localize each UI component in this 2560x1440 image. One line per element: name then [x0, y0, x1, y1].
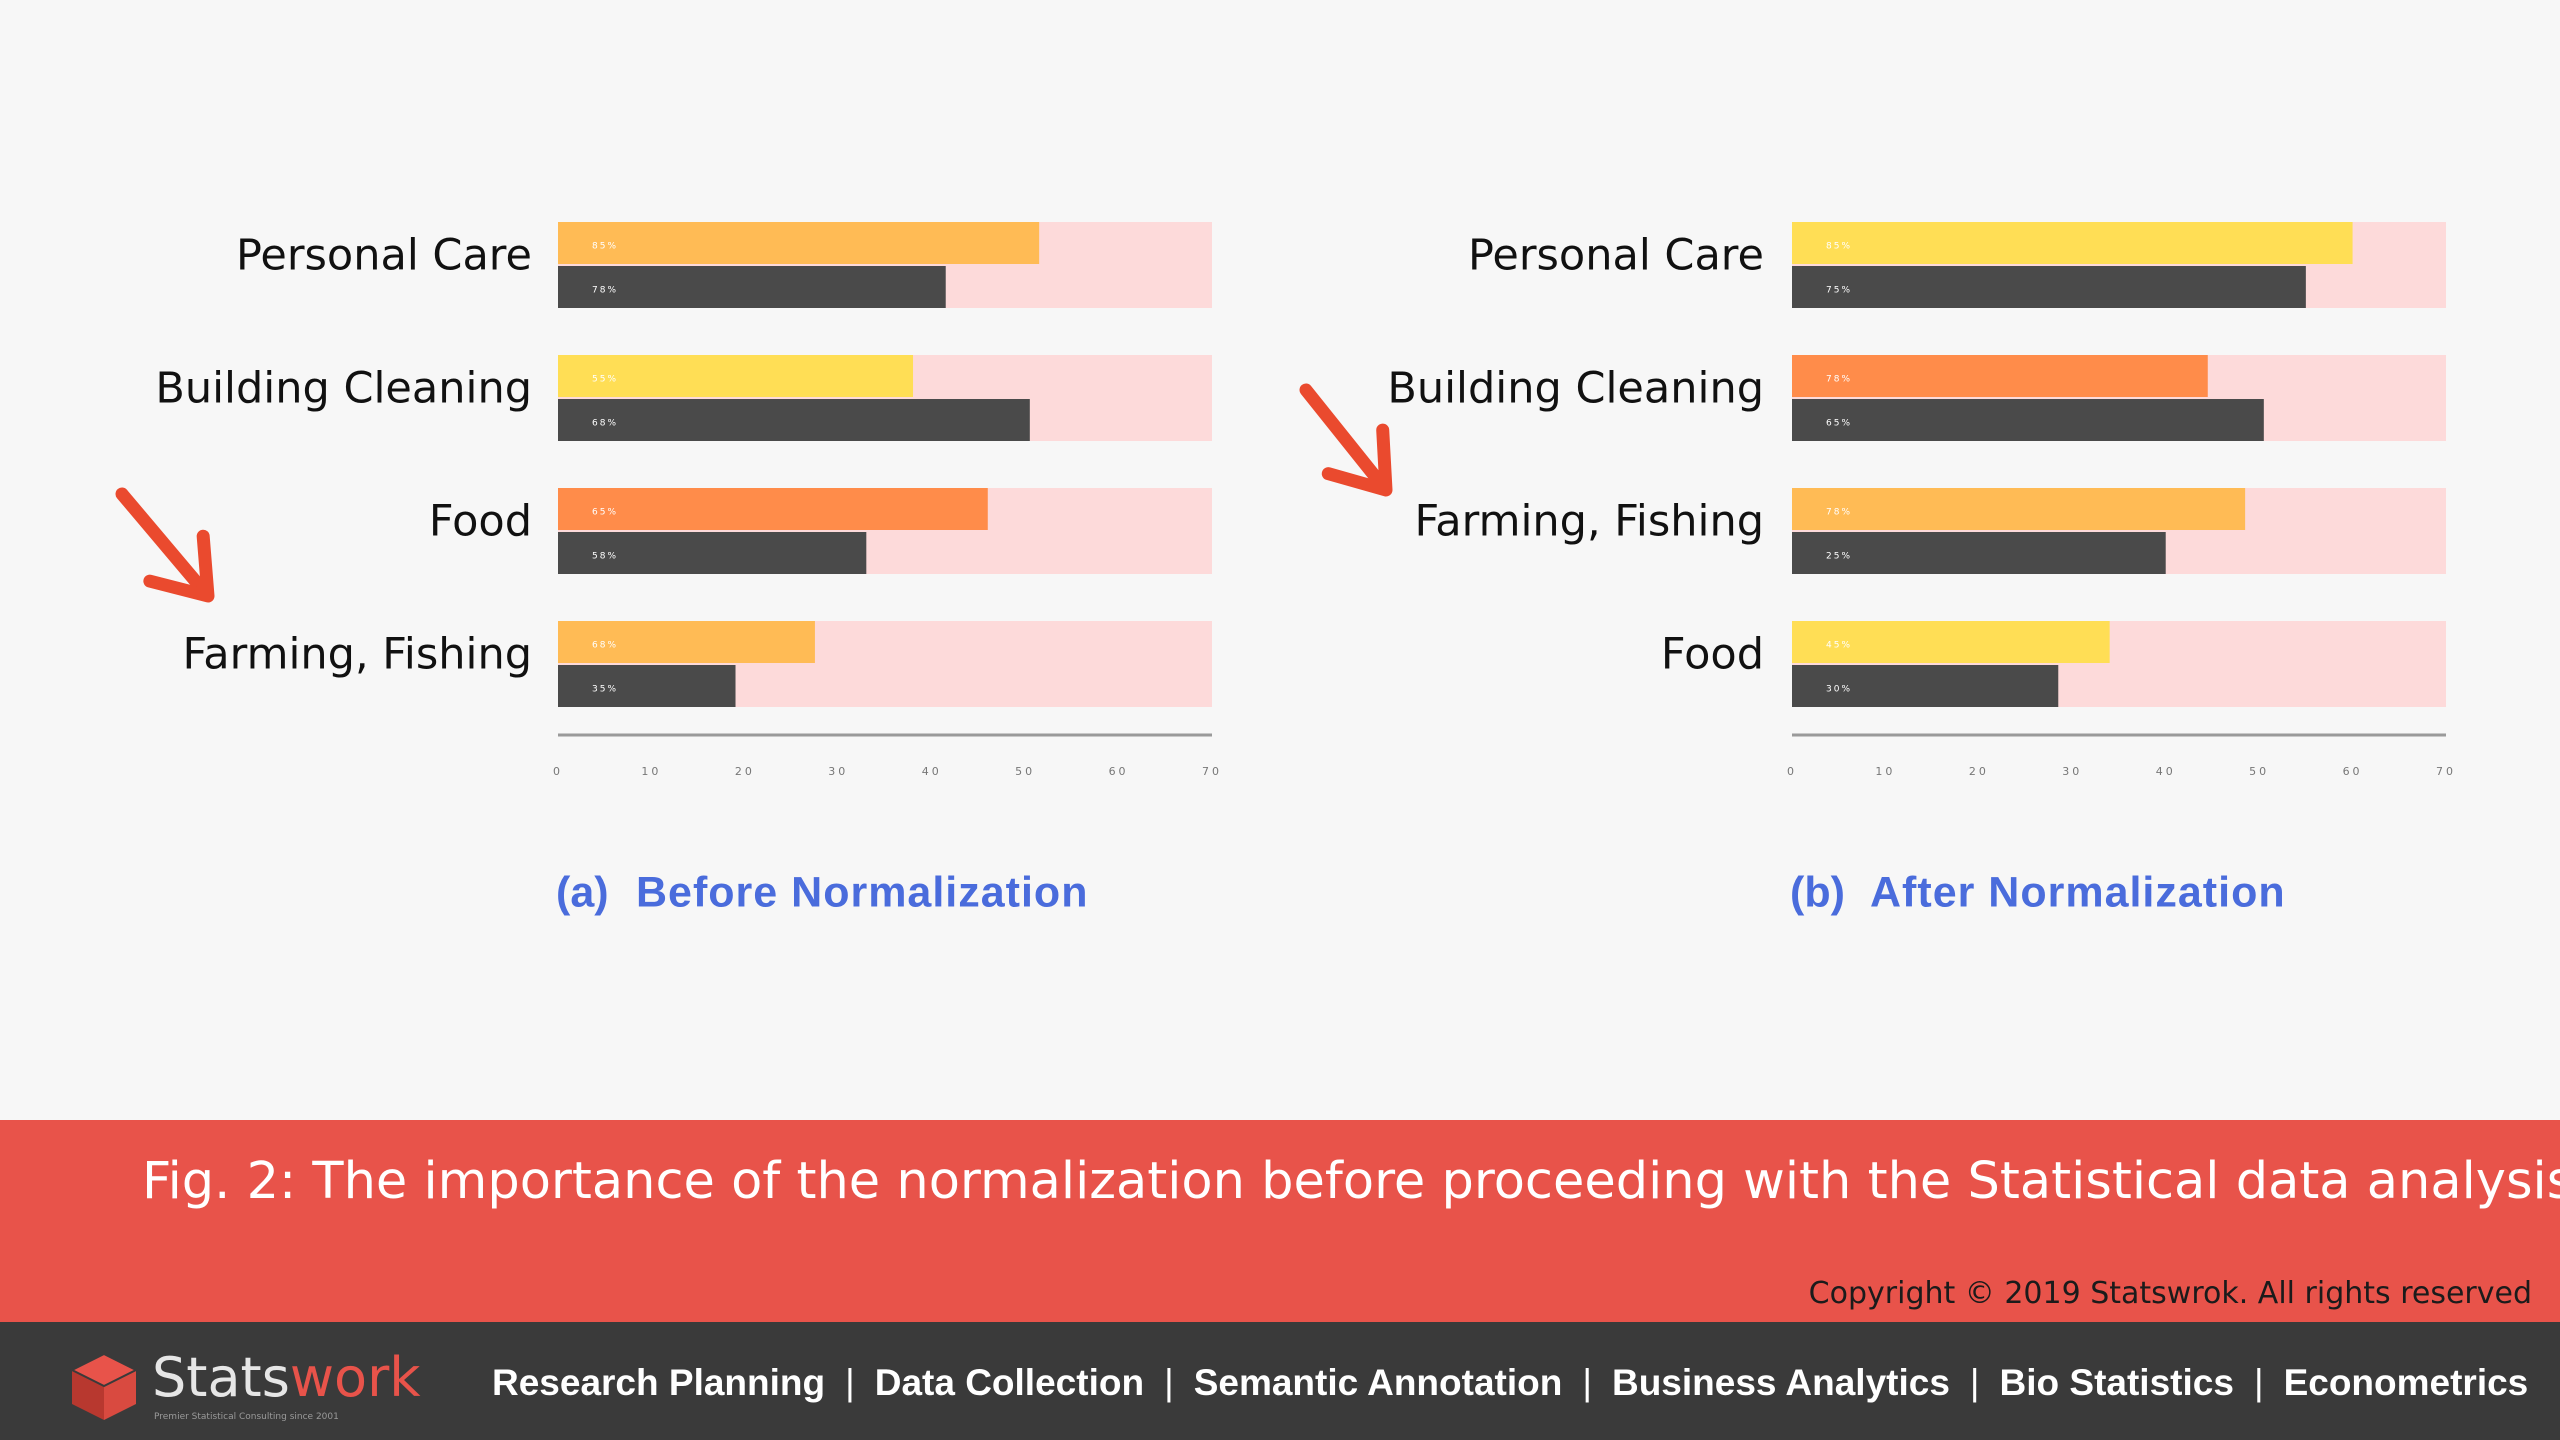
bar-value-label: 30%	[1826, 685, 1852, 695]
bar-series-2	[1792, 266, 2306, 308]
panel-title: After Normalization	[1870, 868, 2286, 916]
x-tick-label: 20	[735, 765, 755, 778]
bar-value-label: 55%	[592, 375, 618, 385]
nav-research-planning[interactable]: Research Planning	[492, 1362, 826, 1403]
bar-value-label: 68%	[592, 419, 618, 429]
bar-value-label: 85%	[592, 242, 618, 252]
bar-value-label: 68%	[592, 641, 618, 651]
nav-semantic-annotation[interactable]: Semantic Annotation	[1193, 1362, 1563, 1403]
chart-figure: Personal Care 85% 78% Building Cleaning 55% 6…	[115, 222, 2456, 916]
bar-series-1	[1792, 355, 2208, 397]
category-label: Farming, Fishing	[183, 630, 532, 680]
panel-label: (b)	[1790, 868, 1845, 916]
footer-bar: Statswork Premier Statistical Consulting…	[0, 1322, 2560, 1440]
arrow-down-right-icon	[115, 487, 215, 603]
bar-value-label: 78%	[1826, 508, 1852, 518]
nav-econometrics[interactable]: Econometrics	[2283, 1362, 2529, 1403]
figure-stage: Personal Care 85% 78% Building Cleaning 55% 6…	[115, 222, 2456, 916]
nav-bio-statistics[interactable]: Bio Statistics	[1999, 1362, 2234, 1403]
logo-brand: Statswork	[152, 1346, 421, 1409]
bar-value-label: 78%	[592, 286, 618, 296]
nav-business-analytics[interactable]: Business Analytics	[1611, 1362, 1950, 1403]
category-label: Food	[1661, 630, 1764, 680]
bar-series-2	[558, 665, 736, 707]
nav-data-collection[interactable]: Data Collection	[874, 1362, 1145, 1403]
x-tick-label: 30	[2062, 765, 2082, 778]
x-tick-label: 20	[1969, 765, 1989, 778]
x-tick-label: 70	[2436, 765, 2456, 778]
x-tick-label: 0	[1787, 765, 1797, 778]
nav-separator: |	[1582, 1362, 1592, 1403]
bar-series-1	[558, 621, 815, 663]
bar-series-1	[1792, 488, 2246, 530]
bar-value-label: 65%	[592, 508, 618, 518]
bar-value-label: 25%	[1826, 552, 1852, 562]
bar-series-1	[1792, 222, 2353, 264]
x-tick-label: 40	[922, 765, 942, 778]
arrow-down-right-icon	[1299, 383, 1393, 497]
bar-value-label: 58%	[592, 552, 618, 562]
x-tick-label: 10	[1875, 765, 1895, 778]
category-label: Farming, Fishing	[1415, 497, 1764, 547]
bar-series-2	[1792, 399, 2264, 441]
bar-series-1	[558, 222, 1040, 264]
statswork-logo[interactable]: Statswork Premier Statistical Consulting…	[66, 1342, 421, 1426]
bar-series-2	[558, 532, 867, 574]
logo-tagline: Premier Statistical Consulting since 200…	[154, 1412, 339, 1422]
copyright-text: Copyright © 2019 Statswrok. All rights r…	[1808, 1276, 2532, 1311]
category-label: Building Cleaning	[1387, 364, 1764, 414]
bar-value-label: 85%	[1826, 242, 1852, 252]
caption-band	[0, 1120, 2560, 1322]
logo-brand-main: Stats	[152, 1346, 290, 1409]
x-tick-label: 60	[1109, 765, 1129, 778]
bar-value-label: 75%	[1826, 286, 1852, 296]
x-tick-label: 60	[2343, 765, 2363, 778]
footer-nav: Research Planning | Data Collection | Se…	[492, 1362, 2528, 1404]
x-tick-label: 50	[2249, 765, 2269, 778]
bar-value-label: 45%	[1826, 641, 1852, 651]
bar-series-1	[1792, 621, 2110, 663]
category-label: Personal Care	[236, 231, 532, 281]
x-tick-label: 40	[2156, 765, 2176, 778]
x-tick-label: 10	[641, 765, 661, 778]
bar-value-label: 65%	[1826, 419, 1852, 429]
nav-separator: |	[1969, 1362, 1980, 1403]
x-tick-label: 50	[1015, 765, 1035, 778]
category-label: Food	[429, 497, 532, 547]
x-tick-label: 30	[828, 765, 848, 778]
bar-series-2	[558, 266, 946, 308]
figure-caption: Fig. 2: The importance of the normalizat…	[142, 1152, 2560, 1211]
bar-series-1	[558, 488, 988, 530]
bar-series-2	[1792, 532, 2166, 574]
bar-series-2	[558, 399, 1030, 441]
x-tick-label: 70	[1202, 765, 1222, 778]
bar-value-label: 35%	[592, 685, 618, 695]
logo-cube-icon	[69, 1352, 139, 1420]
bar-series-2	[1792, 665, 2059, 707]
logo-brand-accent: work	[289, 1346, 421, 1409]
category-label: Personal Care	[1468, 231, 1764, 281]
bar-series-1	[558, 355, 914, 397]
nav-separator: |	[1164, 1362, 1174, 1403]
panel-label: (a)	[556, 868, 609, 916]
nav-separator: |	[845, 1362, 855, 1403]
panel-title: Before Normalization	[636, 868, 1088, 916]
nav-separator: |	[2253, 1362, 2264, 1403]
category-label: Building Cleaning	[155, 364, 532, 414]
bar-value-label: 78%	[1826, 375, 1852, 385]
x-tick-label: 0	[553, 765, 563, 778]
